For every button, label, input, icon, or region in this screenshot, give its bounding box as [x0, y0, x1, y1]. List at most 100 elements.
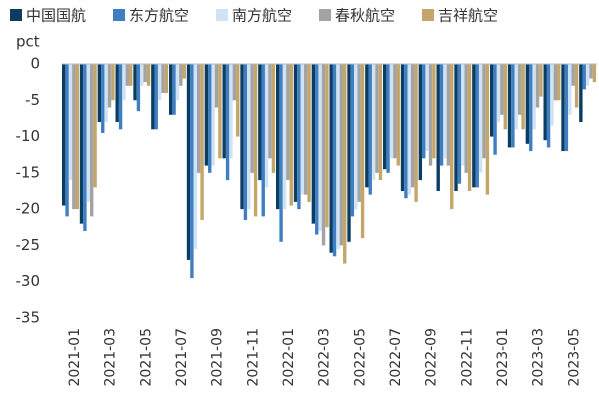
bar	[247, 64, 251, 210]
bar	[307, 64, 311, 202]
x-tick-label: 2022-09	[424, 328, 440, 387]
bar	[539, 64, 543, 97]
bar	[175, 64, 180, 101]
bar	[222, 64, 226, 159]
bar	[218, 64, 222, 159]
bar	[543, 64, 547, 141]
legend-swatch	[10, 9, 22, 21]
bar	[339, 64, 344, 246]
bar	[418, 64, 423, 181]
bar	[511, 64, 515, 148]
x-tick-label: 2022-11	[459, 328, 475, 387]
bar	[557, 64, 561, 101]
bar	[268, 64, 272, 159]
bar	[439, 64, 444, 166]
bar	[571, 64, 575, 86]
bar	[336, 64, 340, 250]
bar	[79, 64, 84, 224]
x-tick-label: 2021-07	[174, 328, 190, 387]
legend-label: 南方航空	[232, 7, 292, 25]
bar	[253, 64, 258, 217]
bar	[65, 64, 69, 217]
bar	[450, 64, 454, 210]
bar	[404, 64, 408, 199]
bar	[496, 64, 501, 123]
legend-label: 春秋航空	[335, 7, 395, 25]
bar	[101, 64, 105, 133]
bar	[343, 64, 347, 264]
bar	[564, 64, 569, 152]
bar	[350, 64, 355, 217]
bar	[535, 64, 540, 108]
bar	[368, 64, 372, 195]
bar	[446, 64, 451, 166]
bar	[574, 64, 579, 108]
bar	[68, 64, 73, 181]
bar	[425, 64, 429, 152]
bar	[229, 64, 233, 159]
bar	[485, 64, 490, 195]
bar	[365, 64, 369, 188]
bar	[568, 64, 572, 115]
legend-swatch	[422, 9, 434, 21]
bar	[428, 64, 433, 166]
y-axis-label: pct	[16, 33, 40, 51]
bar	[289, 64, 293, 206]
bar	[532, 64, 536, 130]
bar	[282, 64, 287, 210]
bar	[503, 64, 507, 130]
bar	[389, 64, 394, 159]
bar	[475, 64, 479, 188]
bar	[143, 64, 147, 83]
bar	[589, 64, 593, 79]
bar	[396, 64, 400, 166]
y-tick-label: -5	[25, 91, 40, 109]
bar	[517, 64, 522, 115]
bar	[164, 64, 169, 94]
bar	[62, 64, 66, 206]
bar	[393, 64, 397, 159]
x-tick-label: 2023-01	[495, 328, 511, 387]
bar	[457, 64, 462, 184]
y-tick-label: -20	[16, 200, 41, 218]
bar	[443, 64, 447, 159]
bar	[321, 64, 326, 246]
bar	[461, 64, 465, 166]
bar	[204, 64, 209, 166]
bar	[89, 64, 94, 217]
bar	[360, 64, 365, 239]
bar	[293, 64, 298, 202]
bar	[190, 64, 194, 279]
bar	[383, 64, 387, 170]
x-tick-label: 2021-03	[103, 328, 119, 387]
bar	[214, 64, 219, 108]
bar	[371, 64, 376, 181]
bar	[375, 64, 379, 173]
bar	[211, 64, 215, 166]
x-tick-label: 2021-01	[67, 328, 83, 387]
bar	[122, 64, 126, 101]
bar	[225, 64, 230, 181]
bar	[75, 64, 79, 210]
bar	[208, 64, 212, 173]
bar	[386, 64, 390, 173]
bar	[500, 64, 504, 115]
bar	[154, 64, 158, 130]
bar	[286, 64, 290, 181]
bar	[193, 64, 197, 250]
bar	[111, 64, 115, 101]
bar	[146, 64, 151, 86]
bar	[493, 64, 497, 155]
bar	[325, 64, 329, 228]
bar	[169, 64, 173, 115]
bar	[243, 64, 248, 221]
bar	[478, 64, 483, 173]
y-tick-label: 0	[30, 55, 40, 73]
bar	[258, 64, 262, 181]
bar	[186, 64, 191, 260]
bar	[157, 64, 162, 101]
bar	[264, 64, 269, 188]
bar	[232, 64, 237, 101]
bar	[182, 64, 186, 79]
